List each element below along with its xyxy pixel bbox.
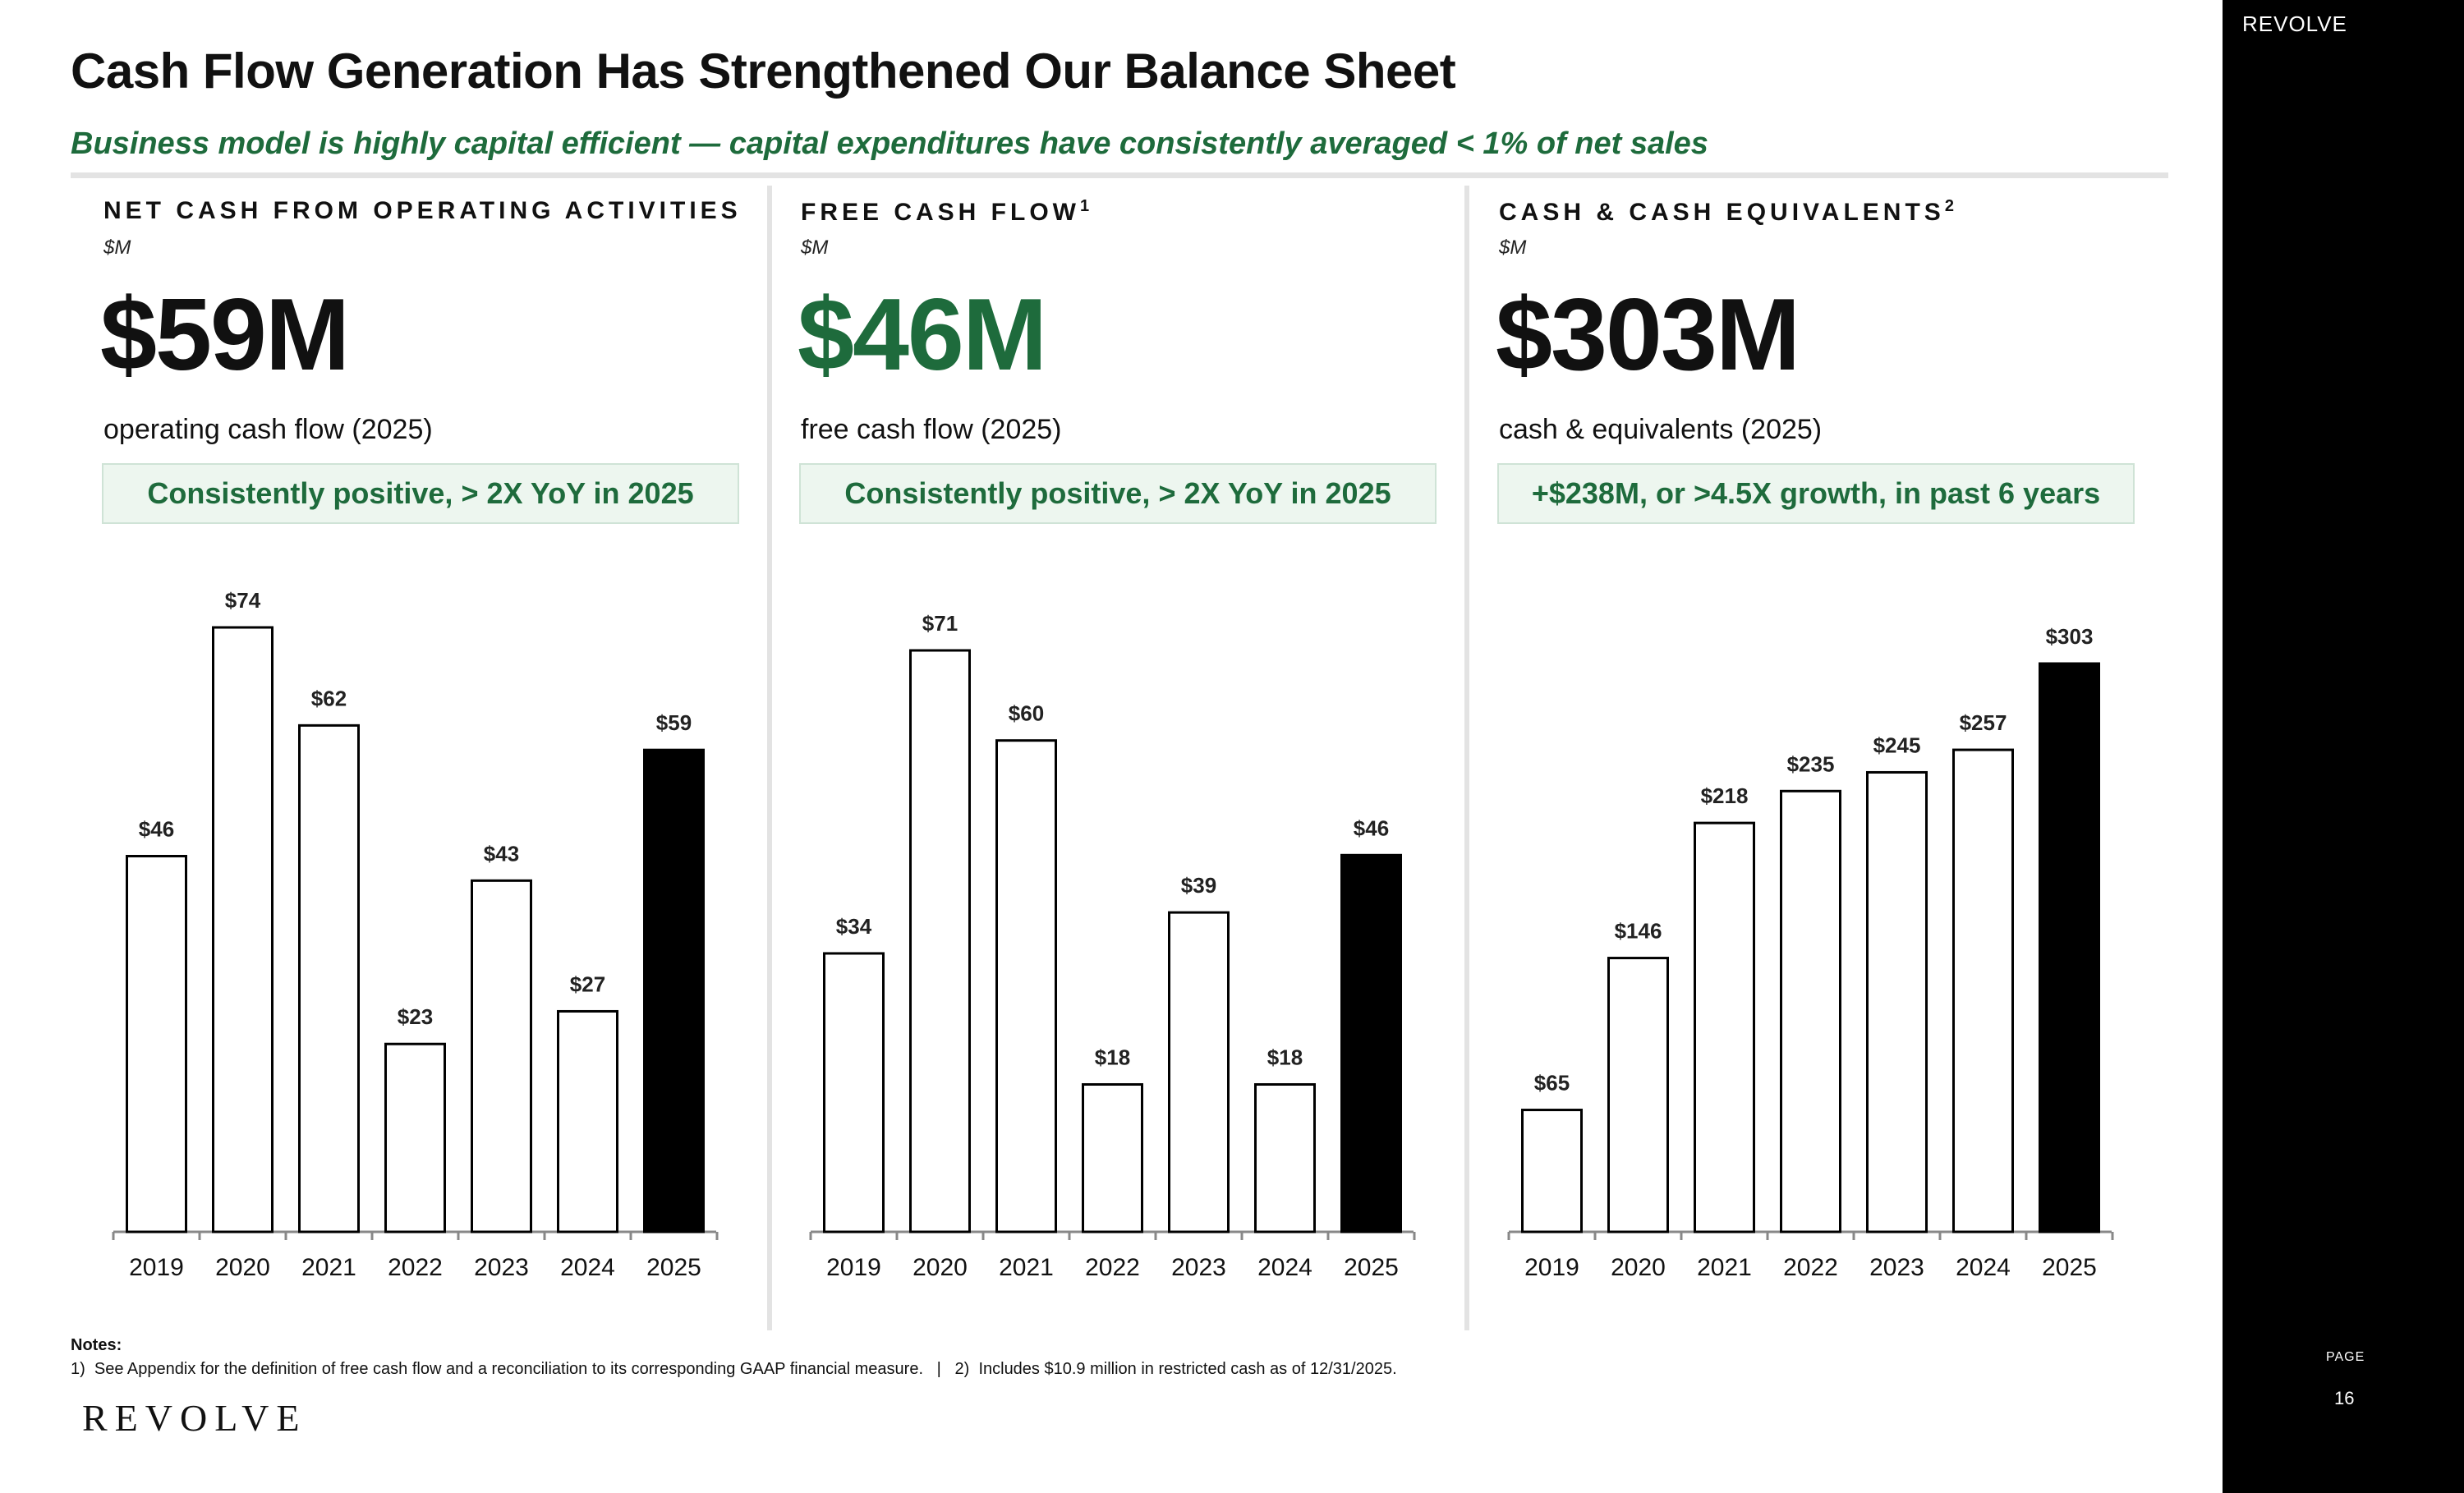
footnote-marker: 1 <box>1080 197 1090 215</box>
tick-label-2025: 2025 <box>1344 1254 1399 1281</box>
panel-big-value: $59M <box>100 278 350 392</box>
tick-label-2022: 2022 <box>1783 1254 1838 1281</box>
tick-label-2025: 2025 <box>2042 1254 2097 1281</box>
panel-unit: $M <box>1499 237 1527 259</box>
page-title: Cash Flow Generation Has Strengthened Ou… <box>71 44 1456 99</box>
tick-label-2020: 2020 <box>1611 1254 1666 1281</box>
tick-label-2023: 2023 <box>1171 1254 1226 1281</box>
data-label-2022: $18 <box>1095 1045 1130 1070</box>
panel-caption: free cash flow (2025) <box>801 414 1062 445</box>
panel-operating-cash: NET CASH FROM OPERATING ACTIVITIES $M $5… <box>71 186 752 1335</box>
tick-label-2024: 2024 <box>1956 1254 2011 1281</box>
panel-free-cash-flow: FREE CASH FLOW1 $M $46M free cash flow (… <box>768 186 1450 1335</box>
panel-divider-1 <box>767 186 772 1330</box>
data-label-2020: $74 <box>225 588 261 613</box>
tick-label-2023: 2023 <box>1869 1254 1924 1281</box>
bar-2023 <box>471 879 532 1233</box>
bar-2025 <box>1340 853 1402 1233</box>
panel-callout: +$238M, or >4.5X growth, in past 6 years <box>1497 463 2135 524</box>
panel-big-value: $303M <box>1496 278 1800 392</box>
tick-label-2019: 2019 <box>826 1254 881 1281</box>
bar-2019 <box>823 952 885 1233</box>
data-label-2020: $146 <box>1615 919 1662 944</box>
tick-label-2021: 2021 <box>301 1254 356 1281</box>
bar-2022 <box>1082 1083 1143 1233</box>
data-label-2025: $59 <box>656 710 692 735</box>
data-label-2021: $62 <box>311 686 347 710</box>
panel-unit: $M <box>103 237 131 259</box>
data-label-2022: $23 <box>398 1004 433 1029</box>
tick-label-2025: 2025 <box>646 1254 701 1281</box>
panel-cash-equivalents: CASH & CASH EQUIVALENTS2 $M $303M cash &… <box>1466 186 2148 1335</box>
data-label-2025: $303 <box>2046 624 2094 649</box>
bar-2022 <box>384 1042 446 1233</box>
tick-label-2021: 2021 <box>1697 1254 1752 1281</box>
panel-divider-2 <box>1464 186 1469 1330</box>
bar-2023 <box>1168 911 1230 1233</box>
data-label-2023: $245 <box>1873 733 1921 757</box>
bar-2022 <box>1780 789 1841 1233</box>
data-label-2019: $46 <box>139 816 174 841</box>
sidebar-brand: REVOLVE <box>2242 11 2347 36</box>
tick-label-2023: 2023 <box>474 1254 529 1281</box>
data-label-2024: $257 <box>1960 710 2007 735</box>
data-label-2019: $65 <box>1534 1071 1570 1096</box>
tick-label-2020: 2020 <box>913 1254 968 1281</box>
revolve-logo: REVOLVE <box>82 1397 307 1439</box>
bar-2020 <box>212 626 274 1233</box>
bar-2024 <box>1254 1083 1316 1233</box>
footnote-marker: 2 <box>1944 197 1954 215</box>
bar-chart-operating-cash: $46 2019 $74 2020 $62 2021 $23 2022 $43 2023 $27 20… <box>112 588 719 1281</box>
tick-label-2019: 2019 <box>1524 1254 1579 1281</box>
bar-2025 <box>2039 662 2100 1233</box>
tick-label-2022: 2022 <box>1085 1254 1140 1281</box>
data-label-2022: $235 <box>1787 751 1835 776</box>
data-label-2021: $218 <box>1701 783 1749 808</box>
tick-label-2021: 2021 <box>999 1254 1054 1281</box>
panel-callout: Consistently positive, > 2X YoY in 2025 <box>102 463 739 524</box>
bar-2021 <box>995 739 1057 1233</box>
page-label: PAGE <box>2326 1350 2365 1364</box>
bar-2024 <box>557 1009 618 1233</box>
panel-unit: $M <box>801 237 829 259</box>
tick-label-2024: 2024 <box>560 1254 615 1281</box>
bar-2025 <box>643 748 705 1233</box>
data-label-2023: $43 <box>484 841 519 866</box>
tick-label-2022: 2022 <box>388 1254 443 1281</box>
panel-heading: CASH & CASH EQUIVALENTS2 <box>1499 197 1954 226</box>
panel-heading: NET CASH FROM OPERATING ACTIVITIES <box>103 197 742 224</box>
notes-heading: Notes: <box>71 1336 122 1354</box>
data-label-2024: $27 <box>570 972 605 996</box>
footnotes: Notes: 1) See Appendix for the definitio… <box>71 1334 1397 1381</box>
panel-caption: cash & equivalents (2025) <box>1499 414 1823 445</box>
bar-2021 <box>1694 821 1755 1233</box>
panel-callout: Consistently positive, > 2X YoY in 2025 <box>799 463 1437 524</box>
bar-2024 <box>1952 748 2014 1233</box>
panel-heading: FREE CASH FLOW1 <box>801 197 1090 226</box>
page-subtitle: Business model is highly capital efficie… <box>71 126 1708 161</box>
page-number: 16 <box>2334 1388 2355 1408</box>
data-label-2024: $18 <box>1267 1045 1303 1070</box>
tick-label-2020: 2020 <box>215 1254 270 1281</box>
sidebar: REVOLVE PAGE 16 <box>2223 0 2464 1493</box>
bar-2019 <box>1521 1109 1583 1233</box>
bar-2021 <box>298 724 360 1233</box>
tick-label-2019: 2019 <box>129 1254 184 1281</box>
panel-caption: operating cash flow (2025) <box>103 414 433 445</box>
data-label-2019: $34 <box>836 914 872 939</box>
bar-chart-cash-equivalents: $65 2019 $146 2020 $218 2021 $235 2022 $245 2023 $… <box>1507 624 2114 1281</box>
bar-2023 <box>1866 770 1928 1233</box>
notes-text: 1) See Appendix for the definition of fr… <box>71 1360 1397 1378</box>
tick-label-2024: 2024 <box>1257 1254 1312 1281</box>
bar-chart-free-cash-flow: $34 2019 $71 2020 $60 2021 $18 2022 $39 2023 $18 20… <box>809 611 1416 1281</box>
data-label-2021: $60 <box>1009 701 1044 726</box>
panel-big-value: $46M <box>798 278 1047 392</box>
bar-2020 <box>1607 957 1669 1233</box>
bar-2019 <box>126 854 187 1233</box>
title-divider <box>71 172 2168 178</box>
bar-2020 <box>909 649 971 1233</box>
data-label-2020: $71 <box>922 611 958 636</box>
data-label-2023: $39 <box>1181 873 1216 898</box>
data-label-2025: $46 <box>1354 815 1389 840</box>
